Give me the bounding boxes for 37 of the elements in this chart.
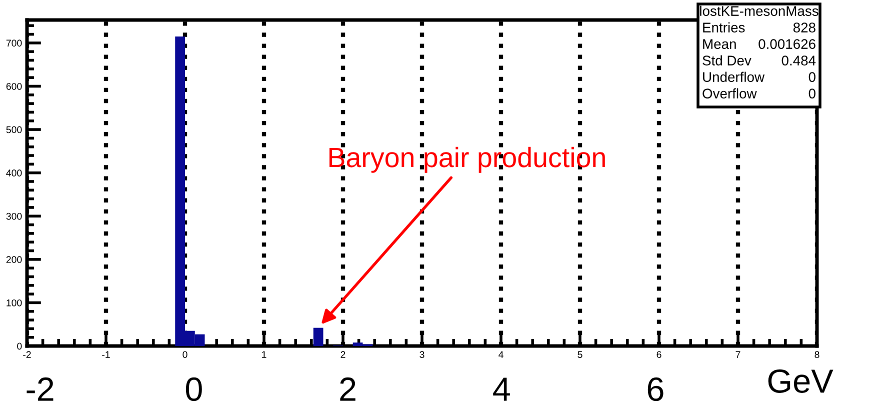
x2-axis-title: GeV — [768, 369, 834, 393]
y-tick-label: 700 — [6, 40, 22, 47]
y-tick-label: 100 — [6, 299, 22, 306]
y-tick-label: 300 — [6, 212, 22, 220]
text: lostKE-mesonMass — [700, 6, 818, 16]
annotation: Baryon pair production — [329, 146, 605, 173]
annotation: Overflow — [702, 88, 757, 98]
annotation: 828 — [793, 22, 816, 32]
y-tick-label: 600 — [6, 82, 22, 90]
x-tick-label: 6 — [656, 351, 662, 358]
x-tick-label: 7 — [736, 351, 740, 358]
annotation: 0.001626 — [758, 39, 816, 49]
y-tick-label: 400 — [6, 170, 22, 176]
annotation: Std Dev — [702, 55, 752, 66]
annotation: 0 — [808, 72, 816, 82]
x-tick-label: 2 — [340, 351, 346, 358]
x2-tick-label: 4 — [493, 378, 510, 401]
x-tick-label: 5 — [578, 351, 582, 358]
x-tick-label: 8 — [814, 351, 820, 358]
y-tick-label: 200 — [6, 256, 22, 264]
annotation: 0 — [808, 88, 816, 98]
annotation: Mean — [703, 39, 736, 49]
x-tick-label: 4 — [498, 351, 504, 358]
x-tick-label: -1 — [102, 351, 110, 358]
annotation: Entries — [703, 22, 745, 32]
annotation: Underflow — [703, 72, 765, 82]
x2-tick-label: -2 — [26, 377, 54, 401]
x2-tick-label: 2 — [340, 377, 356, 401]
y-tick-label: 0 — [17, 342, 22, 350]
annotation: 0.484 — [782, 56, 816, 66]
x-tick-label: 0 — [182, 351, 188, 358]
x-tick-label: 3 — [420, 351, 424, 358]
x2-tick-label: 6 — [648, 377, 664, 402]
x2-tick-label: 0 — [186, 377, 202, 402]
x-tick-label: 1 — [262, 351, 266, 358]
x-tick-label: -2 — [23, 351, 31, 358]
y-tick-label: 500 — [6, 126, 22, 134]
